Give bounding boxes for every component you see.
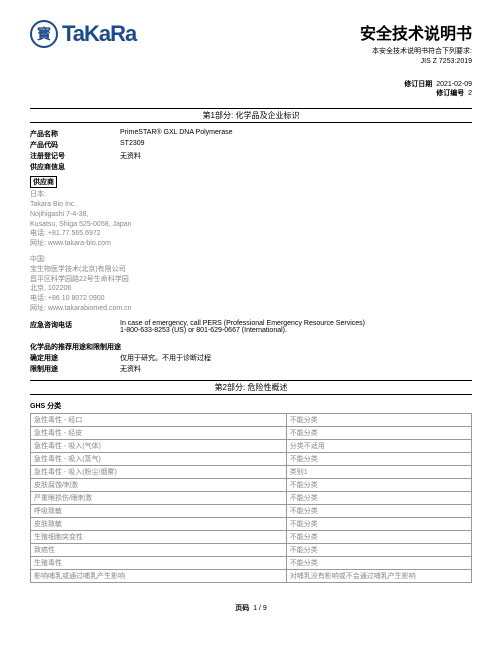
ghs-row: 急性毒性 - 吸入(蒸气)不能分类 — [31, 452, 472, 465]
reg-value: 无资料 — [120, 151, 141, 161]
supplier-cn: 中国: 宝生物医学技术(北京)有限公司 昌平区科学园路22号生命科学园 北京, … — [30, 255, 472, 314]
page-label: 页码 — [235, 605, 249, 612]
supplier-box: 供应商 日本: Takara Bio Inc. Nojihigashi 7-4-… — [30, 176, 472, 314]
ghs-table: 急性毒性 - 经口不能分类急性毒性 - 经皮不能分类急性毒性 - 吸入(气体)分… — [30, 413, 472, 583]
ghs-class: 不能分类 — [286, 452, 471, 465]
ghs-class: 不能分类 — [286, 543, 471, 556]
subtitle-line1: 本安全技术说明书符合下列要求: — [360, 46, 472, 56]
supplier-jp: 日本: Takara Bio Inc. Nojihigashi 7-4-38, … — [30, 190, 472, 249]
use-conf-label: 确定用途 — [30, 353, 120, 363]
ghs-class: 不能分类 — [286, 556, 471, 569]
ghs-class: 类别1 — [286, 465, 471, 478]
ghs-row: 急性毒性 - 吸入(粉尘/烟雾)类别1 — [31, 465, 472, 478]
ghs-hazard: 呼吸致敏 — [31, 504, 287, 517]
ghs-class: 不能分类 — [286, 504, 471, 517]
use-limit: 无资料 — [120, 364, 141, 374]
ghs-row: 影响哺乳或通过哺乳产生影响对哺乳没有影响或不会通过哺乳产生影响 — [31, 569, 472, 582]
page-number: 1 / 9 — [253, 605, 267, 612]
rev-num: 2 — [468, 90, 472, 97]
supplier-info-label: 供应商信息 — [30, 162, 120, 172]
ghs-row: 急性毒性 - 吸入(气体)分类不适用 — [31, 439, 472, 452]
document-header: 寳 TaKaRa 安全技术说明书 本安全技术说明书符合下列要求: JIS Z 7… — [30, 20, 472, 65]
ghs-row: 皮肤腐蚀/刺激不能分类 — [31, 478, 472, 491]
ghs-class: 对哺乳没有影响或不会通过哺乳产生影响 — [286, 569, 471, 582]
logo: 寳 TaKaRa — [30, 20, 136, 48]
use-conf: 仅用于研究。不用于诊断过程 — [120, 353, 211, 363]
ghs-row: 致癌性不能分类 — [31, 543, 472, 556]
revision-block: 修订日期 2021-02-09 修订编号 2 — [30, 80, 472, 98]
ghs-hazard: 急性毒性 - 经口 — [31, 413, 287, 426]
product-name-label: 产品名称 — [30, 129, 120, 139]
supplier-title: 供应商 — [30, 176, 57, 188]
ghs-hazard: 急性毒性 - 经皮 — [31, 426, 287, 439]
emergency-value: In case of emergency, call PERS (Profess… — [120, 320, 365, 334]
ghs-hazard: 致癌性 — [31, 543, 287, 556]
ghs-class: 不能分类 — [286, 478, 471, 491]
rev-num-label: 修订编号 — [436, 90, 464, 97]
ghs-row: 生殖细胞突变性不能分类 — [31, 530, 472, 543]
product-code: ST2309 — [120, 140, 145, 150]
ghs-hazard: 生殖毒性 — [31, 556, 287, 569]
ghs-row: 急性毒性 - 经皮不能分类 — [31, 426, 472, 439]
ghs-hazard: 急性毒性 - 吸入(气体) — [31, 439, 287, 452]
ghs-hazard: 严重眼损伤/眼刺激 — [31, 491, 287, 504]
ghs-hazard: 皮肤致敏 — [31, 517, 287, 530]
rev-date: 2021-02-09 — [436, 81, 472, 88]
section2-header: 第2部分: 危险性概述 — [30, 380, 472, 395]
page-footer: 页码 1 / 9 — [30, 603, 472, 613]
logo-icon: 寳 — [30, 20, 58, 48]
ghs-row: 生殖毒性不能分类 — [31, 556, 472, 569]
product-name: PrimeSTAR® GXL DNA Polymerase — [120, 129, 233, 139]
product-code-label: 产品代码 — [30, 140, 120, 150]
section1-header: 第1部分: 化学品及企业标识 — [30, 108, 472, 123]
ghs-class: 分类不适用 — [286, 439, 471, 452]
use-limit-label: 限制用途 — [30, 364, 120, 374]
logo-text: TaKaRa — [62, 21, 136, 47]
reg-label: 注册登记号 — [30, 151, 120, 161]
ghs-title: GHS 分类 — [30, 401, 472, 411]
rev-date-label: 修订日期 — [404, 81, 432, 88]
ghs-hazard: 急性毒性 - 吸入(蒸气) — [31, 452, 287, 465]
ghs-class: 不能分类 — [286, 426, 471, 439]
ghs-class: 不能分类 — [286, 517, 471, 530]
ghs-hazard: 急性毒性 - 吸入(粉尘/烟雾) — [31, 465, 287, 478]
ghs-row: 严重眼损伤/眼刺激不能分类 — [31, 491, 472, 504]
ghs-row: 呼吸致敏不能分类 — [31, 504, 472, 517]
ghs-hazard: 皮肤腐蚀/刺激 — [31, 478, 287, 491]
ghs-row: 急性毒性 - 经口不能分类 — [31, 413, 472, 426]
emergency-label: 应急咨询电话 — [30, 320, 120, 334]
main-title: 安全技术说明书 — [360, 20, 472, 44]
ghs-hazard: 生殖细胞突变性 — [31, 530, 287, 543]
ghs-hazard: 影响哺乳或通过哺乳产生影响 — [31, 569, 287, 582]
title-block: 安全技术说明书 本安全技术说明书符合下列要求: JIS Z 7253:2019 — [360, 20, 472, 65]
ghs-class: 不能分类 — [286, 491, 471, 504]
ghs-class: 不能分类 — [286, 530, 471, 543]
subtitle-line2: JIS Z 7253:2019 — [360, 58, 472, 65]
ghs-row: 皮肤致敏不能分类 — [31, 517, 472, 530]
use-header: 化学品的推荐用途和限制用途 — [30, 342, 121, 352]
ghs-class: 不能分类 — [286, 413, 471, 426]
